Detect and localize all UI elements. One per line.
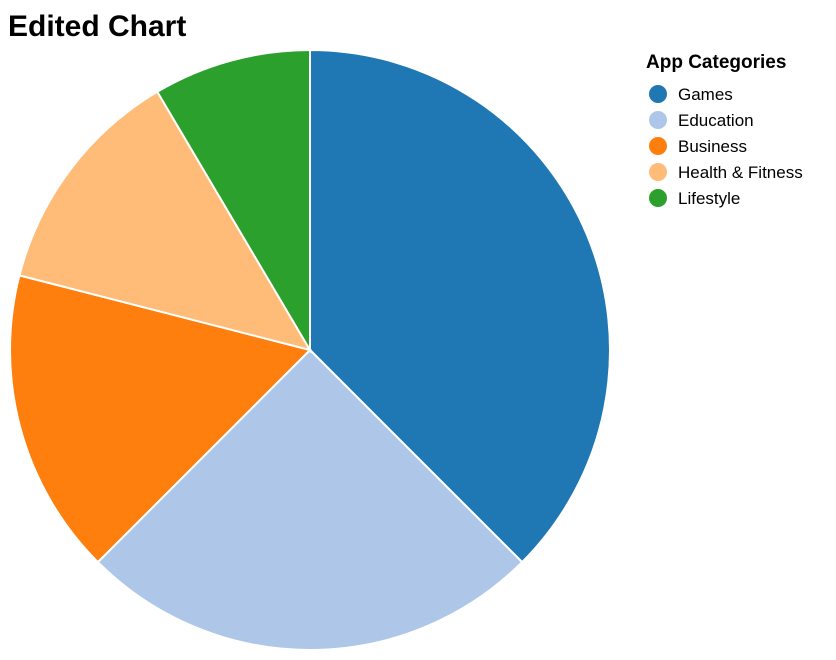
pie-slice-business (9, 274, 312, 564)
legend-item-games: Games (649, 85, 733, 104)
legend-swatch (649, 137, 667, 155)
legend-label: Games (678, 85, 733, 104)
pie-slice-education (96, 348, 524, 651)
chart-title: Edited Chart (8, 10, 186, 43)
legend-label: Education (678, 111, 754, 130)
legend-label: Health & Fitness (678, 163, 803, 182)
pie-slices (9, 48, 611, 651)
pie-slice-health-and-fitness (18, 90, 313, 352)
legend-item-health-and-fitness: Health & Fitness (649, 163, 803, 182)
pie-slice-lifestyle (155, 48, 311, 354)
legend-swatch (649, 111, 667, 129)
legend-label: Business (678, 137, 747, 156)
legend-item-business: Business (649, 137, 747, 156)
legend-item-lifestyle: Lifestyle (649, 189, 740, 208)
legend-item-education: Education (649, 111, 754, 130)
legend-swatch (649, 163, 667, 181)
legend-label: Lifestyle (678, 189, 740, 208)
legend-title: App Categories (646, 52, 786, 73)
pie-slice-games (309, 48, 611, 564)
legend-items: Games Education Business Health & Fitness Li… (649, 85, 803, 208)
legend: App Categories Games Education Business Hea… (646, 52, 803, 208)
legend-swatch (649, 85, 667, 103)
legend-swatch (649, 189, 667, 207)
